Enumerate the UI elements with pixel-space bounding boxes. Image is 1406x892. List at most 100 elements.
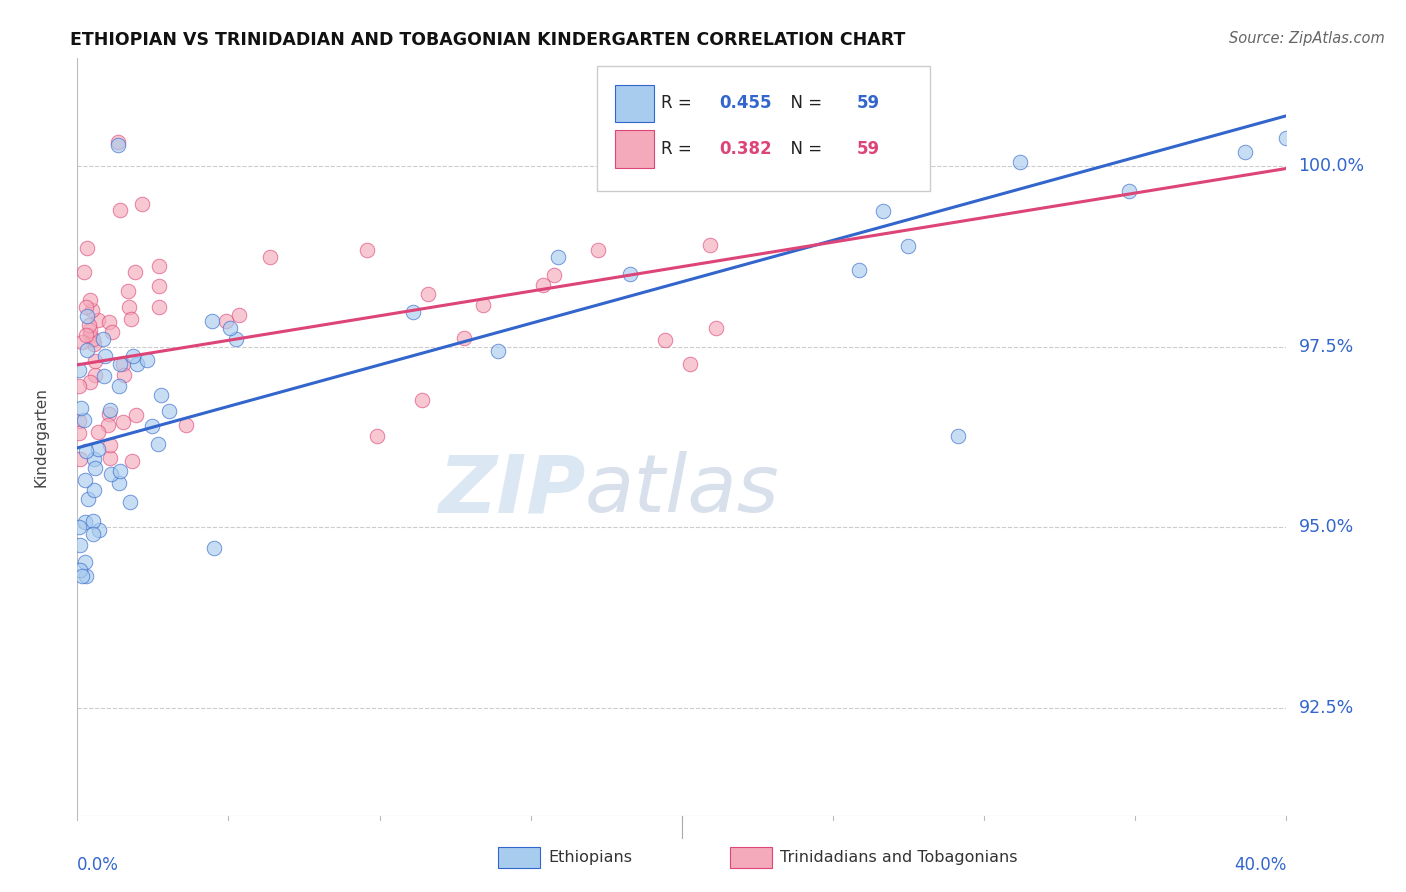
Point [75,569,97,583]
Point [366,429,388,443]
Point [79,323,101,337]
Text: R =: R = [661,95,697,112]
Point [121,454,143,468]
Text: 59: 59 [858,140,880,158]
Point [67,425,90,440]
Text: 40.0%: 40.0% [1234,856,1286,874]
Point [84,461,107,475]
Point [1118,184,1140,198]
Point [75,300,97,314]
Point [69,520,91,534]
Point [110,357,132,371]
Point [79,293,101,308]
Point [75,328,97,343]
Point [453,330,475,344]
Text: 0.382: 0.382 [720,140,772,158]
FancyBboxPatch shape [616,85,654,122]
Point [108,379,131,393]
Point [946,429,969,443]
Point [418,287,440,301]
Point [699,238,721,252]
Point [547,251,569,265]
Point [83,483,105,497]
Point [202,541,225,555]
Point [82,515,104,529]
Point [98,437,121,451]
Point [679,357,702,371]
Point [148,436,170,450]
Text: 100.0%: 100.0% [1299,157,1365,176]
Point [1275,131,1298,145]
Point [69,538,91,552]
Point [141,418,163,433]
Text: Ethiopians: Ethiopians [548,850,633,864]
Point [107,135,129,149]
Point [136,352,159,367]
Point [100,450,122,465]
Point [201,313,224,327]
Point [225,332,247,346]
Point [76,343,98,357]
Point [124,265,146,279]
Point [117,285,139,299]
Text: Kindergarten: Kindergarten [34,387,49,487]
Point [97,407,120,421]
Point [91,332,114,346]
Point [67,363,90,377]
Point [543,268,565,283]
Point [93,369,115,384]
Point [149,388,172,402]
Point [76,309,98,323]
Point [619,267,641,281]
Point [67,414,90,428]
Point [73,413,96,427]
Point [174,417,197,432]
Point [215,314,238,328]
Point [75,473,97,487]
Point [69,452,91,467]
Point [704,321,727,335]
Point [148,300,170,314]
Point [148,259,170,273]
FancyBboxPatch shape [598,65,929,191]
Point [219,320,242,334]
Text: ETHIOPIAN VS TRINIDADIAN AND TOBAGONIAN KINDERGARTEN CORRELATION CHART: ETHIOPIAN VS TRINIDADIAN AND TOBAGONIAN … [70,31,905,49]
Point [531,277,554,292]
Point [118,495,141,509]
Point [228,308,250,322]
Point [98,402,121,417]
Point [1249,16,1271,30]
Point [97,418,120,433]
Point [356,243,378,257]
Point [1234,145,1257,160]
Text: atlas: atlas [585,451,780,529]
Point [669,156,692,170]
Point [82,526,104,541]
Text: 97.5%: 97.5% [1299,338,1354,356]
Point [87,523,110,537]
Point [83,354,105,368]
Text: N =: N = [780,140,827,158]
Point [411,392,433,407]
Point [79,328,101,343]
Point [402,305,425,319]
Point [84,368,107,383]
Point [107,137,129,152]
Point [83,451,105,466]
Point [118,300,141,314]
Point [1010,154,1032,169]
Point [112,368,135,382]
Point [94,349,117,363]
Text: R =: R = [661,140,697,158]
Point [73,265,96,279]
Point [1275,0,1298,12]
Point [122,349,145,363]
Point [70,401,93,415]
Point [98,315,121,329]
Point [486,343,509,358]
Point [125,358,148,372]
Point [848,263,870,277]
Point [77,491,100,506]
Point [872,204,894,219]
Point [73,515,96,529]
